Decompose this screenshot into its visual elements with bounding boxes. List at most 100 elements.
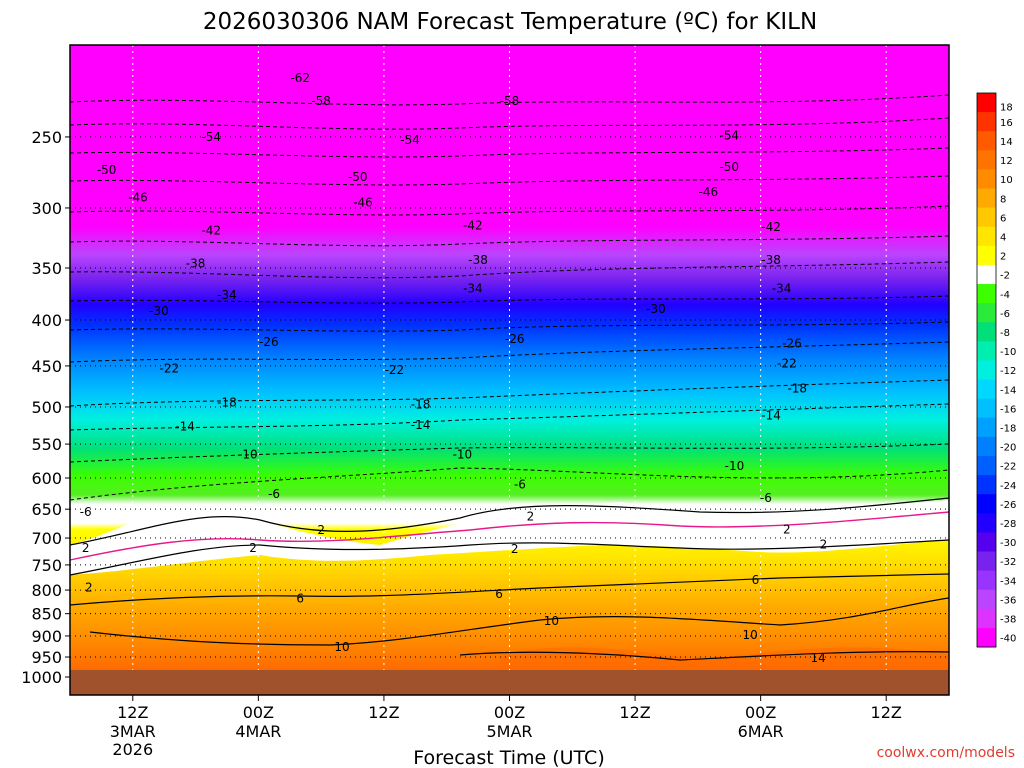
colorbar-label: -10	[1000, 347, 1016, 358]
isotherm-label: -42	[201, 224, 221, 238]
isotherm-label: -38	[186, 257, 206, 271]
isotherm-line	[69, 573, 950, 606]
isotherm-line	[69, 235, 950, 247]
isotherm-label: -50	[97, 163, 117, 177]
colorbar-swatch	[977, 360, 996, 381]
isotherm-label: -46	[353, 196, 373, 210]
pressure-tick-label: 850	[31, 605, 62, 624]
colorbar-swatch	[977, 245, 996, 266]
isotherm-line	[69, 175, 950, 186]
colorbar-swatch	[977, 455, 996, 476]
colorbar-swatch	[977, 494, 996, 514]
isotherm-label: 10	[544, 614, 559, 628]
isotherm-line	[459, 651, 950, 661]
colorbar-label: -6	[1000, 309, 1010, 320]
isotherm-line	[69, 261, 950, 279]
pressure-tick-label: 900	[31, 627, 62, 646]
isotherm-label: -22	[385, 363, 405, 377]
colorbar-swatch	[977, 398, 996, 419]
colorbar-swatch	[977, 131, 996, 151]
isotherm-label: -30	[149, 304, 169, 318]
isotherm-line	[69, 443, 950, 463]
colorbar-swatch	[977, 475, 996, 495]
colorbar-label: -2	[1000, 271, 1010, 282]
colorbar-swatch	[977, 284, 996, 304]
colorbar-frame	[976, 92, 997, 648]
colorbar-label: 2	[1000, 252, 1006, 263]
isotherm-line	[69, 497, 950, 546]
isotherm-label: -38	[468, 253, 488, 267]
colorbar-label: -22	[1000, 462, 1016, 473]
colorbar-swatch	[977, 322, 996, 342]
isotherm-label: -14	[175, 420, 195, 434]
colorbar-label: -32	[1000, 557, 1016, 568]
colorbar-label: -30	[1000, 538, 1016, 549]
colorbar-swatch	[977, 417, 996, 438]
colorbar-swatch	[977, 226, 996, 247]
colorbar-swatch	[977, 379, 996, 400]
isotherm-label: -10	[453, 448, 473, 462]
pressure-tick-label: 450	[31, 357, 62, 376]
isotherm-label: 10	[743, 628, 758, 642]
isotherm-line	[69, 539, 950, 576]
isotherm-label: -14	[411, 418, 431, 432]
pressure-tick-label: 1000	[21, 668, 62, 687]
isotherm-label: -42	[463, 219, 483, 233]
isotherm-label: -10	[238, 448, 258, 462]
colorbar-swatch	[977, 207, 996, 228]
isotherm-label: -34	[463, 282, 483, 296]
colorbar-swatch	[977, 436, 996, 457]
isotherm-label: -18	[787, 382, 807, 396]
isotherm-line	[69, 403, 950, 431]
time-tick-label: 12Z	[871, 703, 902, 722]
isotherm-label: -46	[128, 190, 148, 204]
colorbar-label: 12	[1000, 156, 1013, 167]
isotherm-label: -54	[719, 128, 739, 142]
isotherm-label: 10	[334, 640, 349, 654]
colorbar-label: 18	[1000, 103, 1013, 114]
isotherm-label: -62	[290, 71, 310, 85]
credit-link[interactable]: coolwx.com/models	[877, 745, 1015, 761]
colorbar-label: 4	[1000, 232, 1006, 243]
isotherm-label: -30	[646, 302, 666, 316]
pressure-tick-label: 800	[31, 581, 62, 600]
colorbar: 18 16 14 12 10 8 6 4 2 -2 -4 -6 -8 -10 -12 -14 -16 -18 -20…	[976, 92, 1016, 648]
colorbar-swatch	[977, 551, 996, 572]
pressure-tick-label: 500	[31, 398, 62, 417]
colorbar-label: 6	[1000, 213, 1006, 224]
isotherm-label: -22	[160, 362, 180, 376]
isotherm-label: 14	[811, 651, 826, 665]
isotherm-line-zero	[69, 511, 950, 561]
colorbar-swatch	[977, 264, 996, 285]
colorbar-swatch	[977, 532, 996, 552]
colorbar-swatch	[977, 570, 996, 591]
colorbar-swatch	[977, 93, 996, 113]
colorbar-label: 14	[1000, 137, 1013, 148]
pressure-axis: 250 300 350 400 450 500 550 600 650 700 750 800 850 9…	[21, 128, 70, 687]
time-tick-date: 5MAR	[486, 722, 532, 741]
isotherm-label: -34	[772, 282, 792, 296]
colorbar-label: -14	[1000, 385, 1016, 396]
isotherm-labels: -62-58 -58-54 -54 -54-50-50-50-46 -46-46-42-…	[80, 71, 828, 665]
ground-layer	[70, 670, 949, 695]
isotherm-label: -26	[782, 337, 802, 351]
colorbar-label: -18	[1000, 424, 1016, 435]
colorbar-label: -36	[1000, 595, 1016, 606]
isotherm-label: -38	[761, 253, 781, 267]
colorbar-swatch	[977, 513, 996, 533]
isotherm-line	[69, 321, 950, 332]
pressure-tick-label: 550	[31, 435, 62, 454]
isotherm-label: -14	[761, 408, 781, 422]
isotherm-label: -26	[259, 335, 279, 349]
pressure-tick-label: 950	[31, 648, 62, 667]
pressure-tick-label: 750	[31, 556, 62, 575]
isotherm-line	[69, 295, 950, 304]
isotherm-label: -6	[268, 487, 280, 501]
colorbar-label: -38	[1000, 615, 1016, 626]
isotherm-label: -22	[777, 356, 797, 370]
colorbar-swatch	[977, 608, 996, 629]
colorbar-label: -16	[1000, 404, 1016, 415]
isotherm-label: -58	[500, 94, 520, 108]
isotherm-line	[69, 94, 950, 106]
